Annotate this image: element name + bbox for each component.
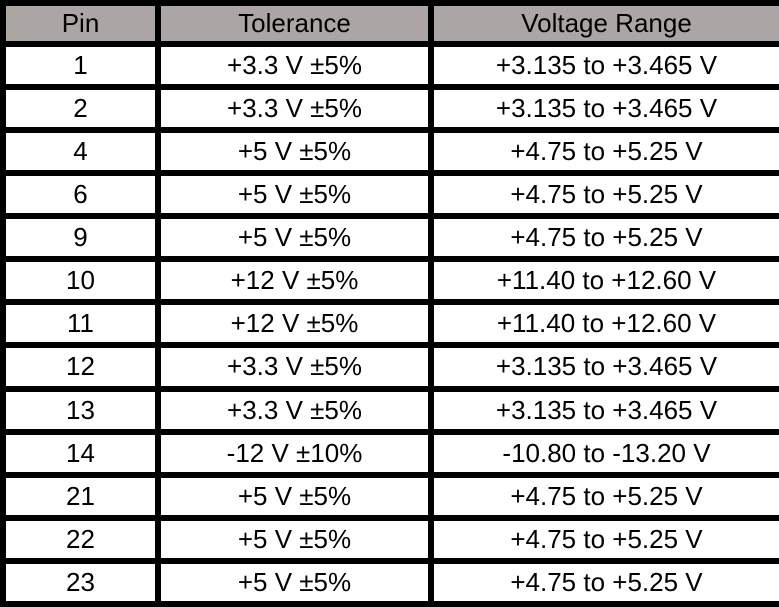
cell-tolerance: +5 V ±5% [155,471,434,521]
cell-pin: 10 [0,256,161,306]
cell-pin: 23 [0,557,161,607]
cell-pin: 1 [0,40,161,91]
table-row: 12 +3.3 V ±5% +3.135 to +3.465 V [0,342,779,392]
table-row: 4 +5 V ±5% +4.75 to +5.25 V [0,127,779,177]
cell-tolerance: +5 V ±5% [155,170,434,220]
cell-pin: 6 [0,170,161,220]
cell-tolerance: +3.3 V ±5% [155,84,434,134]
cell-voltage-range: +4.75 to +5.25 V [428,170,779,220]
cell-tolerance: +5 V ±5% [155,557,434,607]
cell-voltage-range: +3.135 to +3.465 V [428,40,779,91]
cell-voltage-range: +3.135 to +3.465 V [428,385,779,435]
cell-voltage-range: +4.75 to +5.25 V [428,127,779,177]
cell-voltage-range: +11.40 to +12.60 V [428,256,779,306]
table-row: 21 +5 V ±5% +4.75 to +5.25 V [0,471,779,521]
cell-tolerance: +12 V ±5% [155,299,434,349]
cell-tolerance: +5 V ±5% [155,213,434,263]
cell-pin: 13 [0,385,161,435]
cell-tolerance: +5 V ±5% [155,127,434,177]
table-row: 10 +12 V ±5% +11.40 to +12.60 V [0,256,779,306]
cell-voltage-range: +4.75 to +5.25 V [428,514,779,564]
cell-tolerance: +3.3 V ±5% [155,40,434,91]
cell-voltage-range: +4.75 to +5.25 V [428,471,779,521]
table-row: 22 +5 V ±5% +4.75 to +5.25 V [0,514,779,564]
cell-pin: 22 [0,514,161,564]
cell-tolerance: +3.3 V ±5% [155,385,434,435]
table-row: 13 +3.3 V ±5% +3.135 to +3.465 V [0,385,779,435]
cell-voltage-range: +3.135 to +3.465 V [428,84,779,134]
cell-tolerance: +12 V ±5% [155,256,434,306]
column-header-tolerance: Tolerance [155,0,434,47]
cell-pin: 12 [0,342,161,392]
header-row: Pin Tolerance Voltage Range [0,0,779,47]
cell-voltage-range: +11.40 to +12.60 V [428,299,779,349]
table-row: 9 +5 V ±5% +4.75 to +5.25 V [0,213,779,263]
cell-pin: 9 [0,213,161,263]
table-row: 6 +5 V ±5% +4.75 to +5.25 V [0,170,779,220]
column-header-pin: Pin [0,0,161,47]
cell-pin: 14 [0,428,161,478]
cell-voltage-range: +4.75 to +5.25 V [428,557,779,607]
cell-tolerance: -12 V ±10% [155,428,434,478]
cell-tolerance: +5 V ±5% [155,514,434,564]
table-row: 2 +3.3 V ±5% +3.135 to +3.465 V [0,84,779,134]
cell-voltage-range: -10.80 to -13.20 V [428,428,779,478]
table-row: 23 +5 V ±5% +4.75 to +5.25 V [0,557,779,607]
cell-pin: 21 [0,471,161,521]
table-row: 1 +3.3 V ±5% +3.135 to +3.465 V [0,40,779,91]
cell-pin: 11 [0,299,161,349]
cell-voltage-range: +3.135 to +3.465 V [428,342,779,392]
cell-tolerance: +3.3 V ±5% [155,342,434,392]
column-header-voltage-range: Voltage Range [428,0,779,47]
table-row: 11 +12 V ±5% +11.40 to +12.60 V [0,299,779,349]
table-body: 1 +3.3 V ±5% +3.135 to +3.465 V 2 +3.3 V ±5%… [0,40,779,607]
cell-pin: 2 [0,84,161,134]
cell-voltage-range: +4.75 to +5.25 V [428,213,779,263]
cell-pin: 4 [0,127,161,177]
table-row: 14 -12 V ±10% -10.80 to -13.20 V [0,428,779,478]
